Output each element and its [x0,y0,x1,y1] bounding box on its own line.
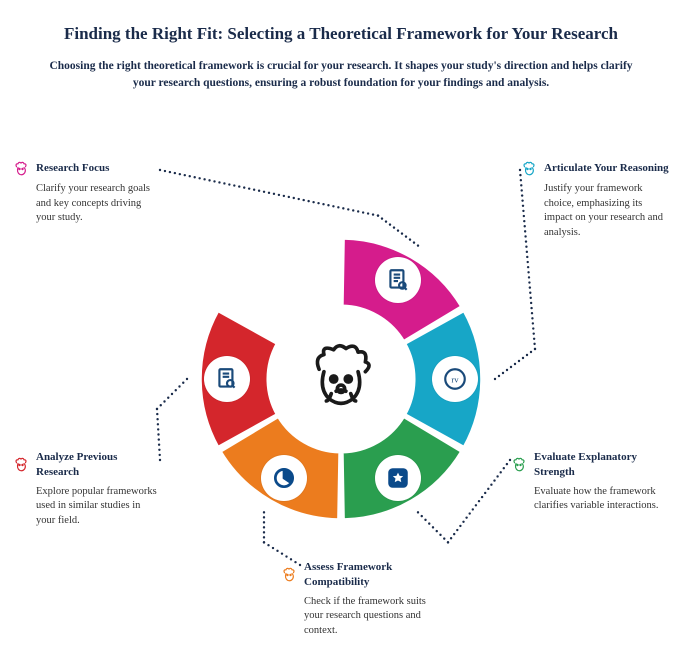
center-icon [282,320,400,438]
segment-icon-focus [375,257,421,303]
label-title: Evaluate Explanatory Strength [534,450,660,481]
label-title: Assess Framework Compatibility [304,560,430,591]
einstein-mini-icon [280,566,298,584]
label-body: Justify your framework choice, emphasizi… [520,182,670,241]
segment-icon-analyze [204,356,250,402]
einstein-icon [302,340,380,418]
einstein-mini-icon [12,160,30,178]
label-body: Clarify your research goals and key conc… [12,182,162,226]
label-title: Analyze Previous Research [36,450,162,481]
label-evaluate: Evaluate Explanatory Strength Evaluate ho… [510,450,660,514]
label-body: Explore popular frameworks used in simil… [12,485,162,529]
segment-icon-reasoning: rv [432,356,478,402]
svg-text:rv: rv [451,374,459,384]
label-reasoning: Articulate Your Reasoning Justify your fr… [520,160,670,241]
label-focus: Research Focus Clarify your research goal… [12,160,162,226]
label-assess: Assess Framework Compatibility Check if t… [280,560,430,639]
label-title: Research Focus [36,161,109,176]
page-subtitle: Choosing the right theoretical framework… [30,58,652,93]
label-title: Articulate Your Reasoning [544,161,669,176]
segment-icon-assess [261,455,307,501]
header: Finding the Right Fit: Selecting a Theor… [0,0,682,103]
label-analyze: Analyze Previous Research Explore popular… [12,450,162,529]
chart-area: rv Research Focus Clarify your research g… [0,140,682,654]
einstein-mini-icon [510,456,528,474]
page-title: Finding the Right Fit: Selecting a Theor… [30,24,652,44]
segment-icon-evaluate [375,455,421,501]
label-body: Check if the framework suits your resear… [280,595,430,639]
donut: rv [191,229,491,529]
einstein-mini-icon [520,160,538,178]
label-body: Evaluate how the framework clarifies var… [510,485,660,514]
einstein-mini-icon [12,456,30,474]
